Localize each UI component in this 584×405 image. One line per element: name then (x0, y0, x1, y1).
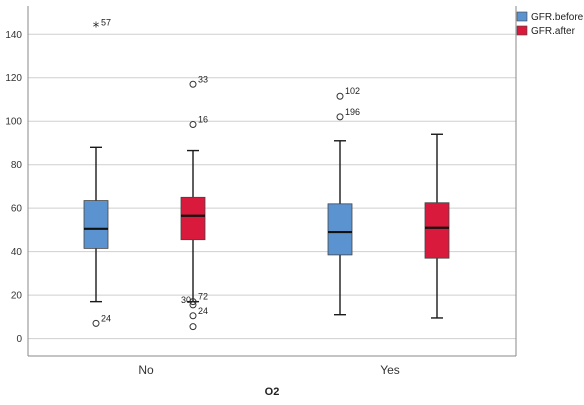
outlier-label: 24 (101, 313, 111, 323)
y-tick-label: 140 (5, 30, 22, 41)
outlier-label: 196 (345, 107, 360, 117)
category-label: No (138, 363, 154, 377)
y-tick-label: 80 (11, 160, 23, 171)
box-iqr (180, 196, 206, 241)
outlier-label: 30 (181, 295, 191, 305)
box-series: * 57 24 102 196 33 16 30 24 72 (83, 18, 450, 331)
category-labels: No Yes (138, 363, 399, 377)
outlier-label: 102 (345, 86, 360, 96)
legend: GFR.before GFR.after (516, 11, 584, 37)
y-tick-label: 120 (5, 73, 22, 84)
outlier-star: * (93, 21, 100, 36)
outlier-point (189, 312, 197, 320)
y-tick-label: 60 (11, 204, 23, 215)
outlier-point (92, 319, 100, 327)
box-iqr (327, 203, 353, 256)
outlier-label: 72 (198, 292, 208, 302)
box-GFR.before-No: * 57 24 (83, 18, 111, 327)
y-tick-label: 0 (16, 334, 22, 345)
outlier-point (189, 120, 197, 128)
y-tick-label: 100 (5, 117, 22, 128)
x-axis-title: O2 (265, 386, 280, 398)
outlier-label: 57 (101, 18, 111, 28)
box-iqr (424, 202, 450, 259)
axes: 0 20 40 60 80 100 120 140 (5, 6, 517, 357)
box-GFR.after-Yes (424, 133, 450, 319)
outlier-point (189, 80, 197, 88)
legend-swatch (516, 25, 528, 36)
category-label: Yes (380, 363, 400, 377)
gridlines (28, 33, 516, 340)
outlier-label: 16 (198, 114, 208, 124)
legend-label: GFR.after (531, 26, 576, 37)
box-GFR.after-No: 33 16 30 24 72 (180, 74, 208, 331)
outlier-point (189, 298, 197, 306)
outlier-point (189, 301, 197, 309)
outlier-label: 33 (198, 74, 208, 84)
outlier-label: 24 (198, 306, 208, 316)
outlier-point (189, 323, 197, 331)
outlier-point (336, 113, 344, 121)
outlier-point (336, 92, 344, 100)
y-tick-label: 40 (11, 247, 23, 258)
y-tick-label: 20 (11, 291, 23, 302)
legend-swatch (516, 11, 528, 22)
legend-label: GFR.before (531, 12, 584, 23)
box-iqr (83, 200, 109, 249)
box-GFR.before-Yes: 102 196 (327, 86, 360, 316)
